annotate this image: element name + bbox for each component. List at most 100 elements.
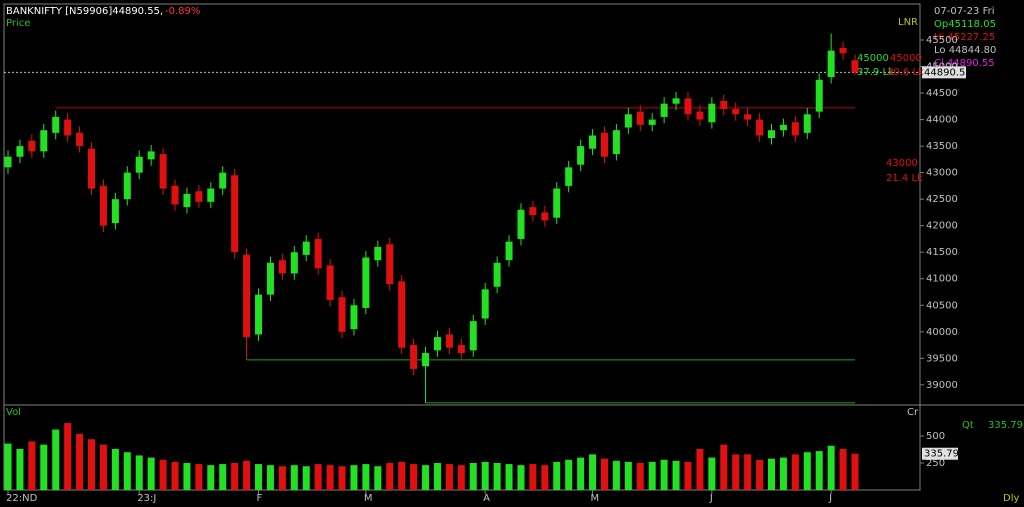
candle-body xyxy=(255,294,263,335)
volume-bar xyxy=(326,465,334,490)
volume-bar xyxy=(123,452,131,490)
volume-bar xyxy=(99,444,107,490)
qty-label: Qt xyxy=(962,420,974,431)
candle-body xyxy=(565,167,573,186)
volume-bar xyxy=(779,457,787,490)
candle-body xyxy=(481,289,489,319)
volume-bar xyxy=(851,453,859,490)
volume-bar xyxy=(266,465,274,490)
candle-body xyxy=(827,50,835,78)
volume-bar xyxy=(577,457,585,490)
candle-body xyxy=(648,119,656,125)
candle-body xyxy=(756,119,764,136)
candle-body xyxy=(529,207,537,216)
candle-body xyxy=(111,199,119,224)
x-tick-label: M xyxy=(364,493,373,504)
candle-body xyxy=(732,108,740,115)
volume-bar xyxy=(541,465,549,490)
candle-body xyxy=(660,103,668,117)
candle-body xyxy=(577,146,585,165)
candle-body xyxy=(28,140,36,152)
candle-body xyxy=(720,101,728,109)
volume-bar xyxy=(791,454,799,490)
x-tick-label: M xyxy=(591,493,600,504)
candle-body xyxy=(338,297,346,332)
candle-body xyxy=(76,132,84,147)
volume-bar xyxy=(553,461,561,490)
volume-bar xyxy=(493,462,501,490)
x-tick-label: A xyxy=(483,493,490,504)
candle-body xyxy=(410,345,418,369)
info-date: 07-07-23 Fri xyxy=(934,6,994,17)
candle-body xyxy=(40,130,48,152)
info-low: Lo 44844.80 xyxy=(934,45,996,56)
x-tick-label: 22:ND xyxy=(6,493,38,504)
volume-bar xyxy=(422,465,430,490)
volume-bar xyxy=(708,457,716,490)
candle-body xyxy=(445,334,453,348)
volume-bar xyxy=(147,457,155,490)
candle-body xyxy=(386,244,394,285)
candle-body xyxy=(326,265,334,300)
x-tick-label: F xyxy=(257,493,263,504)
candle-body xyxy=(517,209,525,239)
volume-bar xyxy=(40,444,48,490)
volume-bar xyxy=(481,461,489,490)
annotation: 43000 xyxy=(886,158,918,169)
volume-bar xyxy=(815,451,823,490)
candle-body xyxy=(302,241,310,255)
volume-bar xyxy=(469,462,477,490)
candle-body xyxy=(696,111,704,120)
candle-body xyxy=(183,193,191,208)
volume-bar xyxy=(64,423,72,490)
volume-bar xyxy=(589,454,597,490)
candle-body xyxy=(612,130,620,155)
annotation: 45000 xyxy=(890,53,922,64)
volume-bar xyxy=(111,448,119,490)
candle-body xyxy=(803,114,811,133)
candle-body xyxy=(791,122,799,136)
candle-body xyxy=(195,191,203,202)
candle-body xyxy=(171,185,179,205)
y-tick-label: 45500 xyxy=(926,35,958,46)
y-tick-label: 44000 xyxy=(926,115,958,126)
info-close: Cl 44890.55 xyxy=(934,58,995,69)
y-tick-label: 42000 xyxy=(926,221,958,232)
y-tick-label: 41000 xyxy=(926,274,958,285)
volume-bar xyxy=(756,459,764,490)
volume-bar xyxy=(278,466,286,490)
candle-body xyxy=(815,79,823,112)
volume-bar xyxy=(398,461,406,490)
volume-bar xyxy=(648,461,656,490)
candle-body xyxy=(219,172,227,189)
candle-body xyxy=(99,185,107,226)
candle-body xyxy=(624,114,632,128)
candle-body xyxy=(159,154,167,189)
annotation: 21.4 Lk xyxy=(886,173,923,184)
candle-body xyxy=(457,345,465,354)
candle-body xyxy=(278,260,286,274)
volume-bar xyxy=(720,444,728,490)
candle-body xyxy=(636,111,644,125)
plot-frame xyxy=(3,3,921,491)
volume-bar xyxy=(636,462,644,490)
y-tick-label: 41500 xyxy=(926,247,958,258)
candle-body xyxy=(433,337,441,351)
volume-bar xyxy=(338,466,346,490)
volume-bar xyxy=(445,464,453,490)
last-volume-label: 335.79 xyxy=(924,449,959,460)
y-tick-label: 39500 xyxy=(926,353,958,364)
volume-bar xyxy=(28,441,36,490)
candle-body xyxy=(422,353,430,367)
x-tick-label: J xyxy=(828,493,832,504)
scale-label: LNR xyxy=(898,17,918,28)
volume-bar xyxy=(195,464,203,490)
volume-bar xyxy=(4,443,12,490)
candle-body xyxy=(744,114,752,120)
candle-body xyxy=(350,305,358,330)
volume-bar xyxy=(16,448,24,490)
candle-body xyxy=(672,98,680,104)
volume-bar xyxy=(565,459,573,490)
candle-body xyxy=(839,47,847,54)
volume-bar xyxy=(672,460,680,490)
